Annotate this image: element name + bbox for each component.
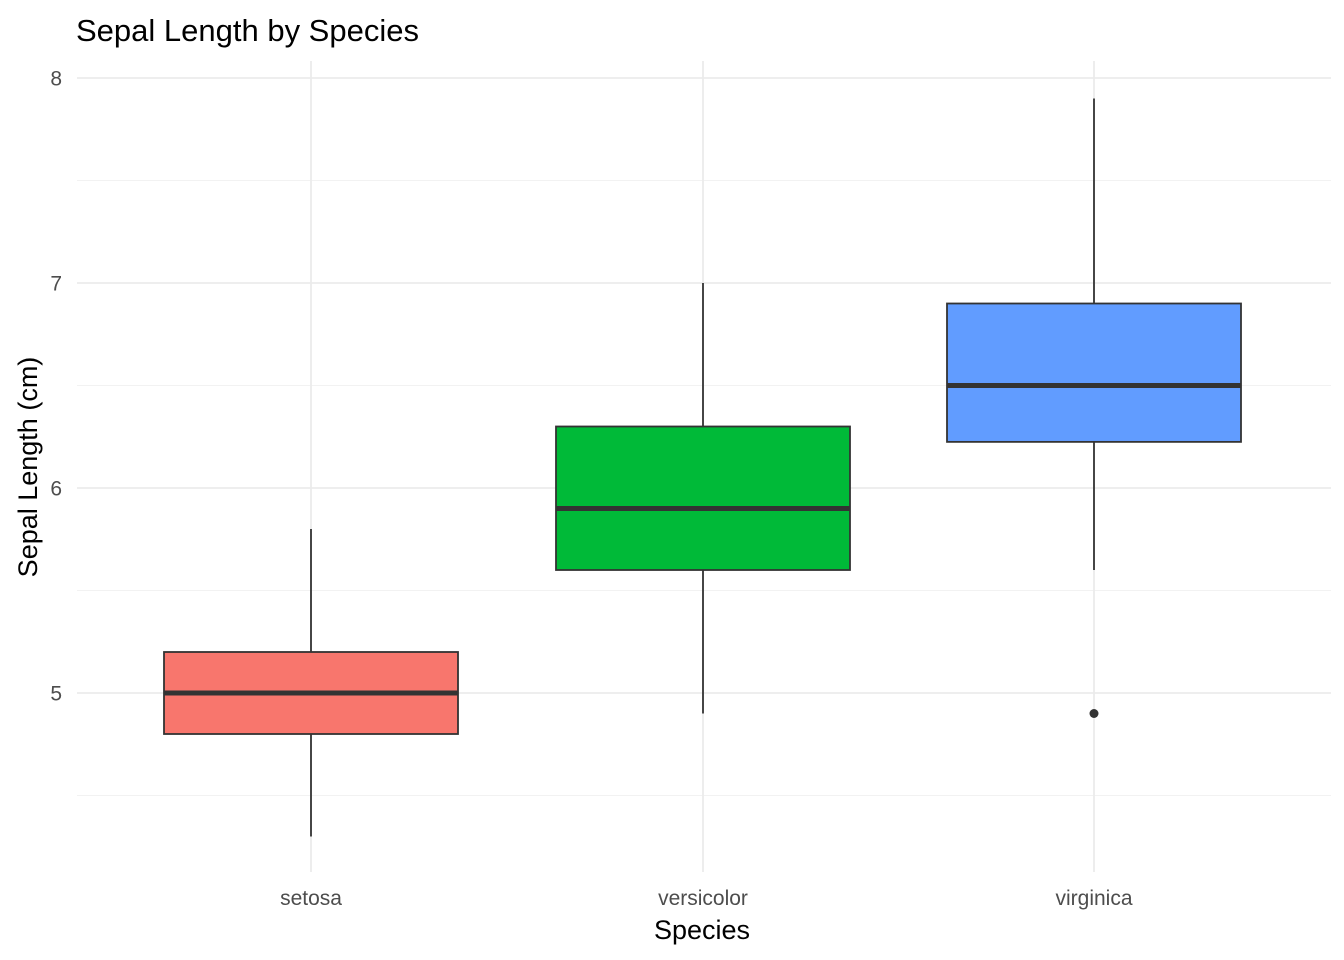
tick-labels: 5 6 7 8 setosa versicolor virginica — [50, 68, 1133, 911]
y-tick-label: 5 — [50, 683, 62, 706]
box-body — [946, 302, 1242, 443]
box-setosa — [163, 529, 459, 837]
outlier-point — [1089, 709, 1099, 718]
y-tick-label: 7 — [50, 273, 62, 296]
box-versicolor — [555, 283, 851, 714]
box-body — [555, 425, 851, 571]
chart-title: Sepal Length by Species — [76, 13, 419, 48]
box-series — [163, 98, 1242, 837]
x-tick-label: virginica — [1055, 887, 1132, 910]
y-tick-label: 8 — [50, 68, 62, 91]
y-axis-title: Sepal Length (cm) — [13, 357, 43, 578]
y-tick-label: 6 — [50, 478, 62, 501]
x-tick-label: setosa — [280, 887, 342, 910]
x-axis-title: Species — [654, 915, 750, 945]
x-tick-label: versicolor — [658, 887, 748, 910]
box-virginica — [946, 98, 1242, 718]
